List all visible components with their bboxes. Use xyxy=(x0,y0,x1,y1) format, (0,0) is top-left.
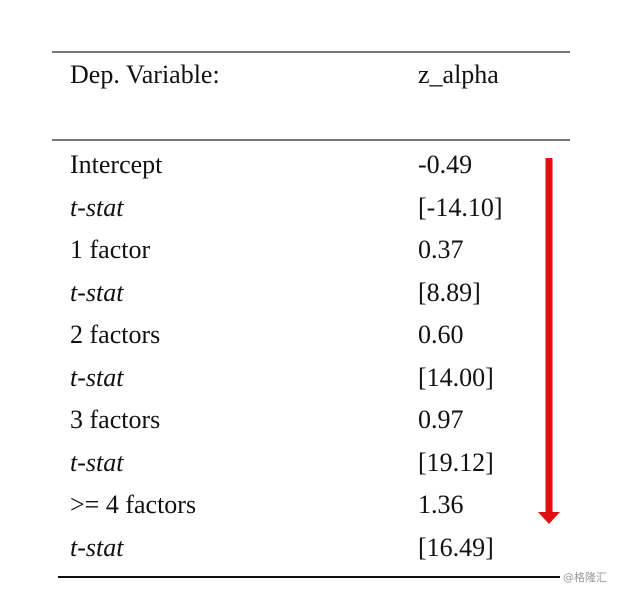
row-value: -0.49 xyxy=(418,150,473,179)
row-value: 1.36 xyxy=(418,490,464,519)
arrow-head xyxy=(538,512,560,524)
header-label: Dep. Variable: xyxy=(70,60,220,89)
row-label: t-stat xyxy=(70,362,124,392)
row-label: 3 factors xyxy=(70,405,161,434)
row-label: 1 factor xyxy=(70,235,151,264)
row-value: 0.97 xyxy=(418,405,464,434)
row-label: t-stat xyxy=(70,277,124,307)
row-label: 2 factors xyxy=(70,320,161,349)
row-value: [19.12] xyxy=(418,447,494,477)
top-rule xyxy=(52,51,570,53)
bottom-rule xyxy=(58,576,560,578)
row-label: t-stat xyxy=(70,447,124,477)
row-label: t-stat xyxy=(70,192,124,222)
row-value: [16.49] xyxy=(418,532,494,562)
watermark: @格隆汇 xyxy=(563,571,607,584)
row-value: [-14.10] xyxy=(418,192,503,222)
header-label: z_alpha xyxy=(418,60,499,89)
row-label: t-stat xyxy=(70,532,124,562)
row-value: 0.37 xyxy=(418,235,464,264)
row-value: [14.00] xyxy=(418,362,494,392)
row-label: Intercept xyxy=(70,150,163,179)
row-label: >= 4 factors xyxy=(70,490,197,519)
row-value: 0.60 xyxy=(418,320,464,349)
header-rule xyxy=(52,139,570,141)
row-value: [8.89] xyxy=(418,277,481,307)
